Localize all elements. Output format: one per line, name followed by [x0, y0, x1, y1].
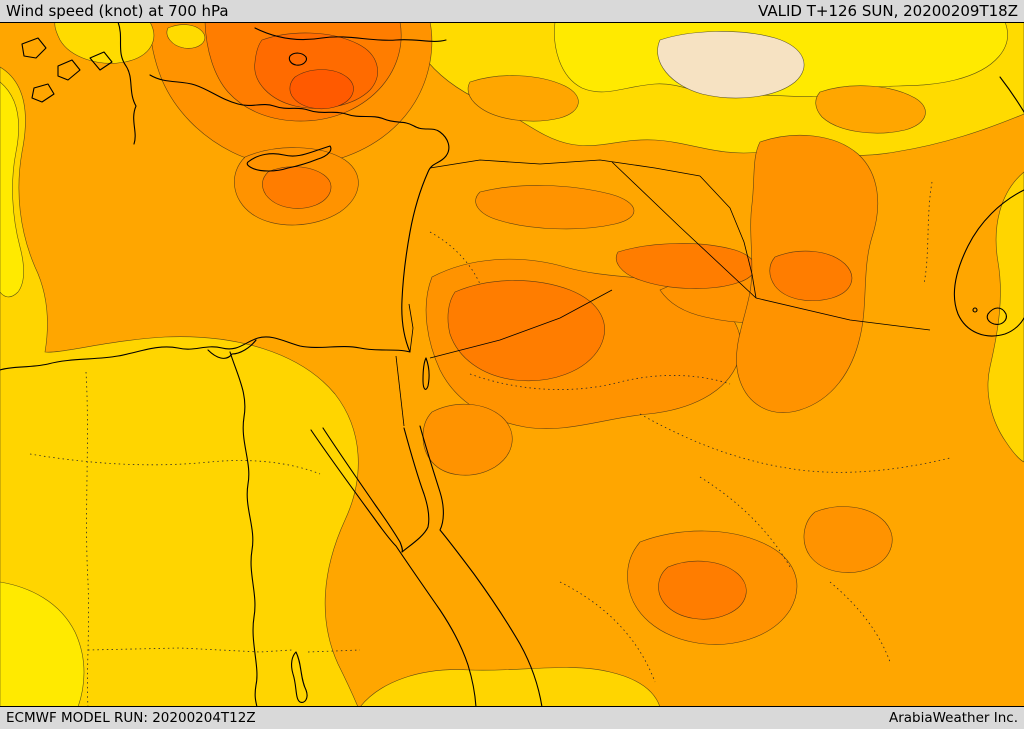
- dotted-line-egypt-interior: [29, 453, 321, 475]
- bahrain-island: [972, 307, 978, 313]
- border-syria-iraq: [611, 161, 757, 299]
- dotted-line-syria-interior: [429, 231, 481, 285]
- dotted-line-saudi-central: [699, 476, 791, 568]
- coastline-gulf-of-aqaba-west: [401, 427, 430, 553]
- coastline-gulf-of-suez-east: [322, 427, 403, 553]
- contour-fill-bright-yellow-sw-corner: [0, 581, 85, 707]
- dead-sea: [422, 357, 430, 390]
- contour-fill-aqaba-orange: [422, 403, 513, 476]
- border-iraq-iran: [699, 175, 757, 299]
- weather-map: [0, 22, 1024, 707]
- dotted-line-saudi-south: [559, 581, 656, 683]
- contour-fill-orange-streak-2: [815, 85, 926, 134]
- dotted-line-east-vertical: [923, 181, 933, 285]
- contour-fill-cream-core: [657, 31, 805, 99]
- border-jordan-saudi: [429, 289, 613, 359]
- nile-river: [229, 351, 258, 707]
- nile-delta-east-branch: [231, 339, 257, 355]
- contour-fill-turkey-red-orange-core: [289, 69, 354, 109]
- border-egypt-libya-dotted: [85, 371, 89, 707]
- contour-fill-bright-yellow-west-stripe: [0, 81, 24, 298]
- wind-speed-contour-map: [0, 22, 1024, 707]
- valid-time-label: VALID T+126 SUN, 20200209T18Z: [758, 2, 1018, 20]
- model-run-label: ECMWF MODEL RUN: 20200204T12Z: [6, 710, 256, 726]
- contour-fill-orange-streak-syria: [475, 185, 635, 230]
- border-iraq-saudi: [755, 297, 931, 331]
- qatar-outline: [986, 307, 1007, 325]
- coastline-aegean: [117, 22, 137, 145]
- aegean-island-2: [57, 59, 81, 81]
- border-egypt-israel: [395, 355, 405, 427]
- contour-fill-yellow-patch-nw2: [166, 24, 206, 49]
- aegean-island-4: [89, 51, 113, 71]
- footer-bar: ECMWF MODEL RUN: 20200204T12Z ArabiaWeat…: [0, 707, 1024, 729]
- border-egypt-sudan-dotted: [87, 647, 361, 653]
- contour-fill-iraq-deep-streak: [616, 243, 756, 289]
- provider-label: ArabiaWeather Inc.: [888, 710, 1018, 726]
- aegean-island-3: [31, 83, 55, 103]
- dotted-line-saudi-east: [639, 413, 951, 473]
- cyprus-outline: [246, 145, 332, 172]
- coastline-black-sea: [254, 27, 447, 42]
- border-jordan-israel: [408, 303, 414, 353]
- border-turkey-syria: [429, 159, 701, 177]
- contour-fill-orange-streak-1: [467, 75, 579, 122]
- nile-delta-west-branch: [207, 349, 233, 359]
- coastline-red-sea-arabia: [419, 425, 543, 707]
- contour-fill-gold-west: [0, 66, 359, 707]
- contour-fill-se-deep-core: [658, 560, 747, 620]
- coastline-mediterranean: [0, 74, 450, 371]
- coastline-caspian-corner: [999, 76, 1024, 113]
- contour-fill-cyprus-deep-orange: [262, 166, 332, 209]
- lake-nasser: [291, 651, 308, 703]
- coastline-persian-gulf: [953, 189, 1024, 337]
- lake-tuz: [288, 52, 307, 66]
- contour-fill-yellow-patch-nw1: [54, 22, 155, 64]
- header-bar: Wind speed (knot) at 700 hPa VALID T+126…: [0, 0, 1024, 22]
- aegean-island-1: [21, 37, 47, 59]
- contour-fill-east-deep-streak: [769, 250, 853, 301]
- contour-fill-se-orange-2: [803, 506, 893, 573]
- map-title: Wind speed (knot) at 700 hPa: [6, 2, 229, 20]
- coastline-red-sea-africa: [310, 429, 477, 707]
